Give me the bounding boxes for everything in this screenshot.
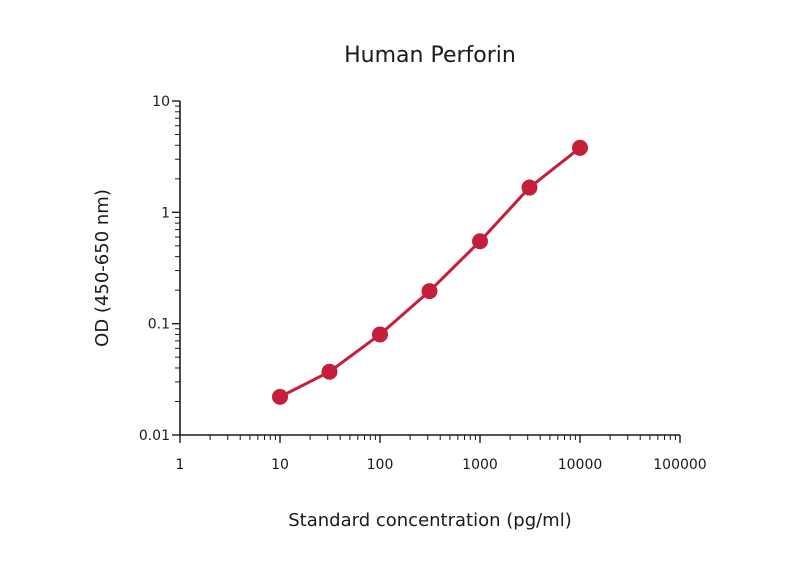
y-axis-label: OD (450-650 nm) — [92, 189, 113, 347]
y-ticks: 0.01 0.1 1 10 — [139, 94, 180, 444]
data-point — [472, 233, 488, 250]
plot-area — [272, 139, 588, 405]
x-axis-label: Standard concentration (pg/ml) — [288, 510, 572, 531]
y-axis: 0.01 0.1 1 10 — [139, 94, 181, 444]
x-axis: 1 10 100 1000 10000 100000 — [176, 434, 707, 473]
x-tick-label: 100000 — [653, 457, 706, 473]
data-point — [421, 283, 438, 300]
x-ticks: 1 10 100 1000 10000 100000 — [176, 435, 707, 473]
x-tick-label: 1000 — [462, 457, 498, 473]
x-tick-label: 10000 — [558, 457, 603, 473]
x-tick-label: 10 — [271, 457, 289, 473]
chart-title: Human Perforin — [344, 43, 516, 68]
y-tick-label: 10 — [152, 94, 170, 110]
y-tick-label: 0.01 — [139, 428, 170, 444]
x-tick-label: 1 — [176, 457, 185, 473]
y-tick-label: 0.1 — [148, 317, 170, 333]
y-tick-label: 1 — [161, 205, 170, 221]
data-point — [372, 326, 388, 343]
x-tick-label: 100 — [367, 457, 394, 473]
data-point — [521, 179, 538, 196]
data-point — [572, 139, 588, 156]
data-point — [321, 363, 338, 380]
data-point — [272, 388, 288, 405]
